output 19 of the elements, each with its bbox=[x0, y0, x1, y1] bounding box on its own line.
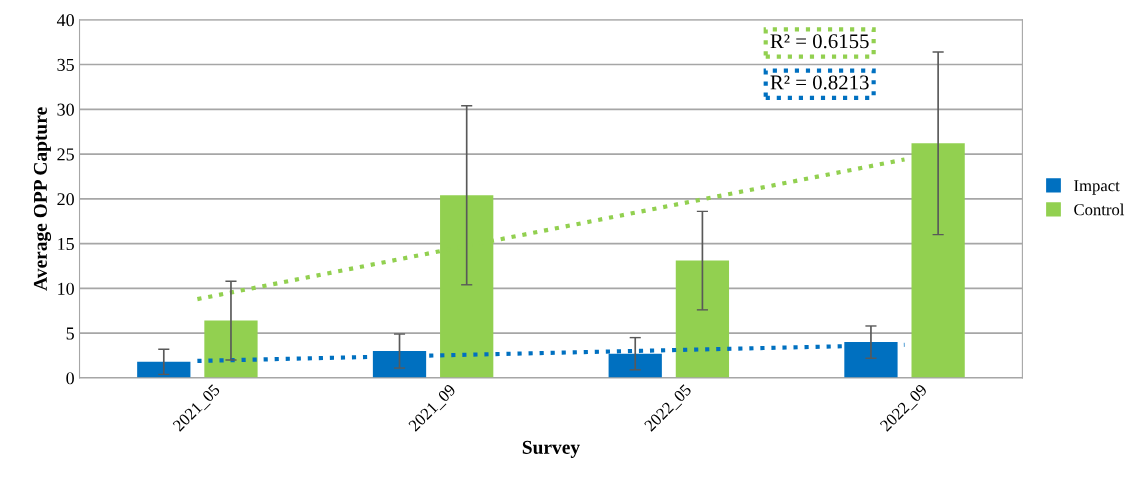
y-tick-label: 10 bbox=[58, 282, 74, 295]
bar bbox=[911, 143, 965, 378]
x-axis-title: Survey bbox=[522, 440, 580, 458]
bar bbox=[137, 361, 191, 378]
y-tick-label: 40 bbox=[56, 14, 74, 27]
y-tick-label: 15 bbox=[58, 237, 74, 251]
y-tick-label: 5 bbox=[66, 327, 74, 340]
y-tick-label: 35 bbox=[57, 58, 74, 71]
y-tick-label: 30 bbox=[57, 103, 74, 116]
annotation: R² = 0.8213 bbox=[770, 75, 869, 90]
y-tick-label: 20 bbox=[57, 193, 74, 206]
y-axis-title: Average OPP Capture bbox=[33, 107, 52, 291]
y-tick-label: 0 bbox=[66, 372, 74, 385]
legend-label: Impact bbox=[1074, 180, 1120, 195]
annotation: R² = 0.6155 bbox=[770, 34, 869, 49]
legend-label: Control bbox=[1074, 203, 1125, 216]
bar bbox=[204, 320, 258, 378]
y-tick-label: 25 bbox=[57, 148, 74, 161]
bar bbox=[675, 260, 730, 378]
